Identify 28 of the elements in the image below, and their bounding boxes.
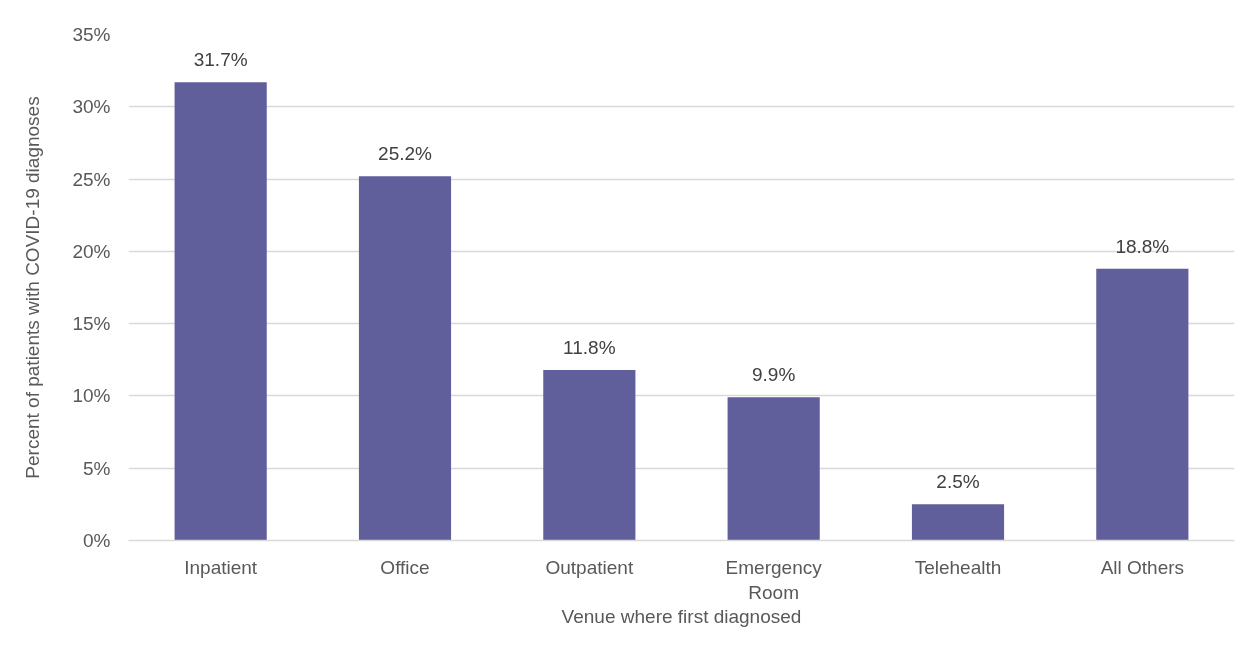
x-axis-title: Venue where first diagnosed bbox=[561, 605, 802, 627]
bar bbox=[1096, 268, 1189, 541]
y-tick-label: 15% bbox=[72, 313, 111, 335]
y-axis-title: Percent of patients with COVID-19 diagnoses bbox=[22, 96, 44, 479]
y-tick-label: 30% bbox=[72, 96, 111, 118]
data-label: 2.5% bbox=[936, 471, 980, 493]
data-label: 11.8% bbox=[563, 336, 616, 358]
y-tick-label: 10% bbox=[72, 385, 111, 407]
y-tick-label: 5% bbox=[83, 457, 111, 479]
y-tick-label: 20% bbox=[72, 240, 111, 262]
y-tick-label: 25% bbox=[72, 168, 111, 190]
y-tick-label: 0% bbox=[83, 530, 111, 551]
x-tick-label: Telehealth bbox=[914, 556, 1002, 578]
data-label: 18.8% bbox=[1115, 235, 1170, 257]
bar bbox=[543, 369, 636, 541]
x-tick-label: Outpatient bbox=[545, 556, 634, 578]
data-label: 9.9% bbox=[752, 364, 796, 386]
bar bbox=[911, 504, 1005, 541]
y-tick-label: 35% bbox=[72, 24, 111, 45]
bar bbox=[727, 397, 820, 541]
bar bbox=[174, 82, 267, 541]
bar bbox=[358, 176, 452, 541]
x-tick-label: All Others bbox=[1100, 556, 1185, 578]
data-label: 31.7% bbox=[193, 49, 248, 71]
x-tick-label: Emergency Room bbox=[725, 556, 823, 603]
x-tick-label: Inpatient bbox=[184, 556, 258, 578]
x-tick-label: Office bbox=[380, 556, 430, 578]
data-label: 25.2% bbox=[378, 143, 433, 165]
